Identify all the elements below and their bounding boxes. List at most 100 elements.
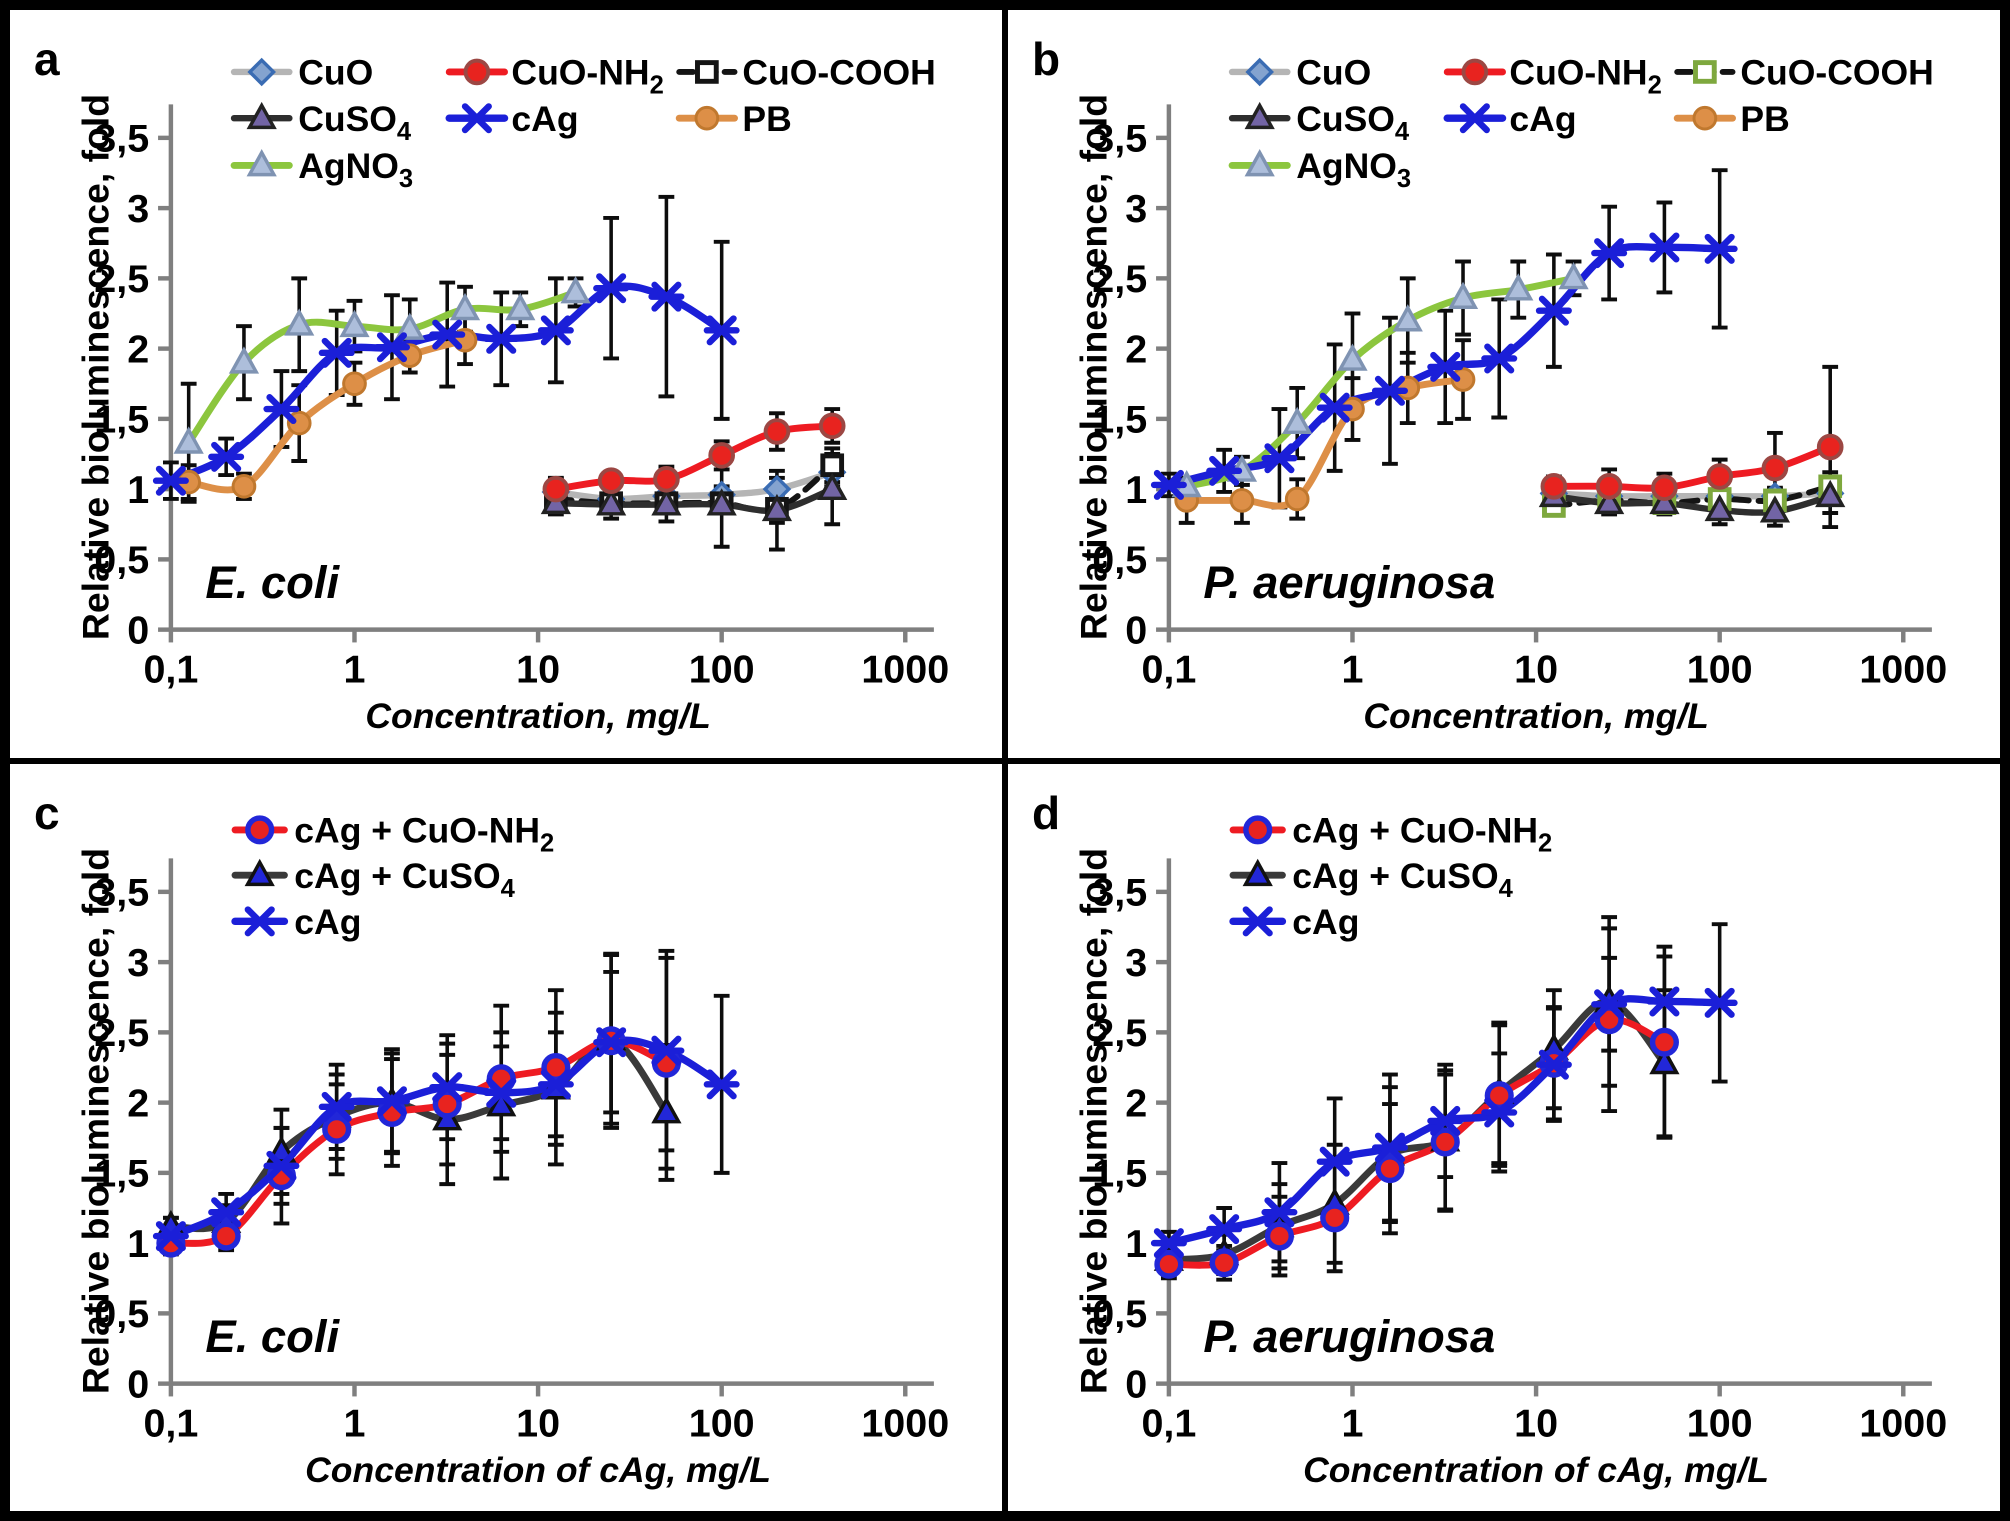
legend-label-cAg: cAg xyxy=(294,902,361,942)
panel-label-a: a xyxy=(34,33,60,85)
y-tick-label: 0 xyxy=(127,1362,149,1406)
x-tick-label: 1 xyxy=(1342,1401,1364,1445)
x-tick-label: 100 xyxy=(689,648,755,692)
legend-label-PB: PB xyxy=(1740,99,1789,139)
series-line-cAg-CuO-NH2 xyxy=(1165,1015,1668,1269)
legend-label-CuO: CuO xyxy=(1296,53,1371,93)
series-line-cAg-CuO-NH2 xyxy=(167,1036,670,1247)
legend-label-cAg: cAg xyxy=(1509,99,1576,139)
legend-item-PB: PB xyxy=(1673,99,1790,139)
series-line-CuO-NH2 xyxy=(1550,443,1834,492)
legend-item-cAg: cAg xyxy=(231,902,361,942)
x-tick-label: 10 xyxy=(516,648,560,692)
legend-item-cAg: cAg xyxy=(1443,99,1577,139)
x-axis-title: Concentration of cAg, mg/L xyxy=(305,1450,771,1490)
y-axis-title: Relative bioluminescence, fold xyxy=(1073,94,1115,640)
legend-item-CuO-NH2: CuO-NH2 xyxy=(1443,53,1662,100)
y-tick-label: 1 xyxy=(127,468,149,512)
x-tick-label: 1 xyxy=(344,1401,366,1445)
legend-label-cAg-CuSO4: cAg + CuSO4 xyxy=(1292,855,1513,902)
species-annotation: E. coli xyxy=(205,557,340,608)
x-tick-label: 10 xyxy=(1514,1401,1558,1445)
legend-item-AgNO3: AgNO3 xyxy=(230,146,413,193)
y-tick-label: 1,5 xyxy=(94,398,149,442)
legend-label-cAg: cAg xyxy=(511,99,578,139)
y-tick-label: 2 xyxy=(1125,1081,1147,1125)
y-tick-label: 3,5 xyxy=(1092,117,1147,161)
panel-a: a 0,1 1 10 100 1000 0 0,5 1 1,5 2 2,5 3 3,5 Concentra… xyxy=(7,7,1005,761)
legend-item-cAg-CuSO4: cAg + CuSO4 xyxy=(1229,855,1514,902)
series-line-CuO-NH2 xyxy=(552,422,836,493)
x-tick-label: 0,1 xyxy=(1141,648,1196,692)
y-tick-label: 1 xyxy=(127,1221,149,1265)
y-tick-label: 1,5 xyxy=(1092,1151,1147,1195)
panel-a-chart: 0,1 1 10 100 1000 0 0,5 1 1,5 2 2,5 3 3,5 Concentrati… xyxy=(75,53,950,736)
panel-d-chart: 0,1 1 10 100 1000 0 0,5 1 1,5 2 2,5 3 3,5 Concentrati… xyxy=(1073,810,1948,1489)
legend-label-PB: PB xyxy=(742,99,791,139)
legend-label-cAg-CuSO4: cAg + CuSO4 xyxy=(294,855,515,902)
species-annotation: P. aeruginosa xyxy=(1203,557,1495,608)
legend-label-CuSO4: CuSO4 xyxy=(1296,99,1410,146)
species-annotation: P. aeruginosa xyxy=(1203,1311,1495,1362)
series-markers-CuO-NH2 xyxy=(1540,433,1844,502)
legend-item-CuSO4: CuSO4 xyxy=(230,99,412,146)
series-markers-cAg xyxy=(1150,985,1738,1258)
legend-item-PB: PB xyxy=(675,99,792,139)
x-tick-label: 0,1 xyxy=(143,648,198,692)
legend-label-cAg-CuO-NH2: cAg + CuO-NH2 xyxy=(1292,810,1552,857)
legend-item-cAg: cAg xyxy=(445,99,579,139)
x-tick-label: 1000 xyxy=(861,648,949,692)
legend-label-AgNO3: AgNO3 xyxy=(298,146,413,193)
y-tick-label: 1 xyxy=(1125,1221,1147,1265)
legend-label-CuO-COOH: CuO-COOH xyxy=(742,53,935,93)
y-tick-label: 2 xyxy=(127,327,149,371)
y-tick-label: 3 xyxy=(127,187,149,231)
series-markers-CuSO4 xyxy=(540,472,848,522)
x-tick-label: 100 xyxy=(1687,1401,1753,1445)
legend-label-AgNO3: AgNO3 xyxy=(1296,146,1411,193)
series-markers-CuO-NH2 xyxy=(542,412,846,503)
legend-label-cAg: cAg xyxy=(1292,902,1359,942)
y-tick-label: 2 xyxy=(127,1081,149,1125)
legend-item-cAg-CuO-NH2: cAg + CuO-NH2 xyxy=(1229,810,1552,857)
panel-c-chart: 0,1 1 10 100 1000 0 0,5 1 1,5 2 2,5 3 3,5 Concentrati… xyxy=(75,810,950,1490)
y-tick-label: 0 xyxy=(127,608,149,652)
x-tick-label: 100 xyxy=(689,1401,755,1445)
y-tick-label: 3 xyxy=(127,940,149,984)
x-tick-label: 10 xyxy=(1514,648,1558,692)
legend-label-CuO: CuO xyxy=(298,53,373,93)
x-tick-label: 10 xyxy=(516,1401,560,1445)
x-tick-label: 0,1 xyxy=(143,1401,198,1445)
series-markers-cAg xyxy=(152,273,740,496)
y-tick-label: 3 xyxy=(1125,187,1147,231)
y-axis-title: Relative bioluminescence, fold xyxy=(1073,847,1115,1393)
y-tick-label: 3,5 xyxy=(94,117,149,161)
legend-item-CuSO4: CuSO4 xyxy=(1228,99,1410,146)
legend-item-CuO-NH2: CuO-NH2 xyxy=(445,53,664,100)
y-tick-label: 2 xyxy=(1125,327,1147,371)
panel-label-c: c xyxy=(34,786,60,839)
y-axis-title: Relative bioluminescence, fold xyxy=(75,94,117,640)
y-tick-label: 3,5 xyxy=(1092,870,1147,914)
panel-b-chart: 0,1 1 10 100 1000 0 0,5 1 1,5 2 2,5 3 3,5 Concentrati… xyxy=(1073,53,1948,736)
panel-b: b 0,1 1 10 100 1000 0 0,5 1 1,5 2 2,5 3 3,5 Concentra… xyxy=(1005,7,2003,761)
series-markers-AgNO3 xyxy=(173,276,591,454)
legend-item-AgNO3: AgNO3 xyxy=(1228,146,1411,193)
y-tick-label: 3 xyxy=(1125,940,1147,984)
y-tick-label: 1 xyxy=(1125,468,1147,512)
legend-item-cAg-CuSO4: cAg + CuSO4 xyxy=(231,855,516,902)
y-tick-label: 2,5 xyxy=(1092,1011,1147,1055)
panel-d: d 0,1 1 10 100 1000 0 0,5 1 1,5 2 2,5 3 3,5 Concentra… xyxy=(1005,760,2003,1514)
legend-label-CuO-COOH: CuO-COOH xyxy=(1740,53,1933,93)
legend-item-cAg: cAg xyxy=(1229,902,1359,942)
series-errorbars-PB xyxy=(1178,338,1471,525)
panel-c: c 0,1 1 10 100 1000 0 0,5 1 1,5 2 2,5 3 3,5 Concentra… xyxy=(7,760,1005,1514)
legend-label-cAg-CuO-NH2: cAg + CuO-NH2 xyxy=(294,810,554,857)
y-tick-label: 0 xyxy=(1125,608,1147,652)
x-axis-title: Concentration, mg/L xyxy=(365,696,710,736)
y-tick-label: 2,5 xyxy=(1092,257,1147,301)
series-markers-AgNO3 xyxy=(1171,262,1589,498)
legend-item-CuO-COOH: CuO-COOH xyxy=(1674,53,1934,93)
series-markers-cAg xyxy=(152,1026,740,1251)
